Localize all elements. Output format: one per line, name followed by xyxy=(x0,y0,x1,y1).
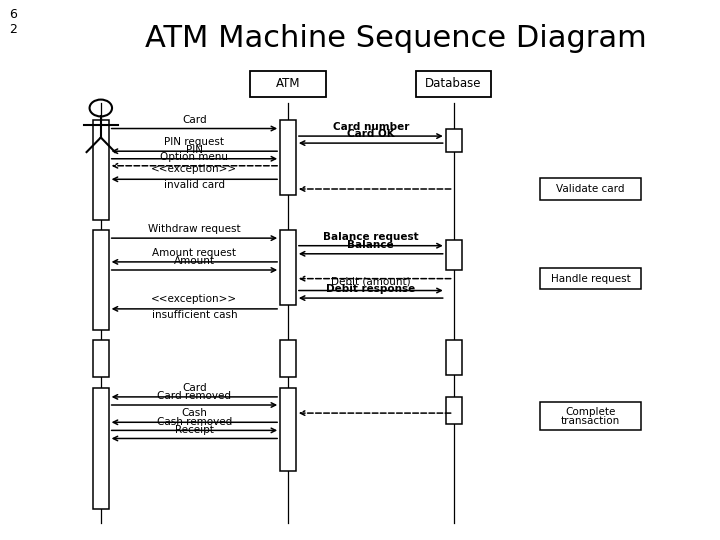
Text: Amount request: Amount request xyxy=(153,248,236,258)
Text: Amount: Amount xyxy=(174,256,215,266)
Text: Complete: Complete xyxy=(565,407,616,417)
Text: Receipt: Receipt xyxy=(175,424,214,435)
Text: Card number: Card number xyxy=(333,122,409,132)
Text: PIN: PIN xyxy=(186,145,203,155)
Bar xyxy=(446,340,462,375)
Text: Card OK: Card OK xyxy=(347,129,395,139)
Bar xyxy=(93,120,109,220)
Bar xyxy=(540,268,641,289)
Bar xyxy=(446,129,462,152)
Bar xyxy=(280,230,296,305)
Text: <<exception>>: <<exception>> xyxy=(151,164,238,174)
Text: Card removed: Card removed xyxy=(158,391,231,401)
Bar xyxy=(280,340,296,377)
Text: insufficient cash: insufficient cash xyxy=(152,310,237,320)
Text: Balance request: Balance request xyxy=(323,232,418,242)
Bar xyxy=(540,402,641,430)
Text: Database: Database xyxy=(426,77,482,90)
Text: transaction: transaction xyxy=(561,416,620,426)
Text: PIN request: PIN request xyxy=(164,137,225,147)
Text: Card: Card xyxy=(182,114,207,125)
Text: Validate card: Validate card xyxy=(556,184,625,194)
Bar xyxy=(416,71,491,97)
Text: Debit (amount): Debit (amount) xyxy=(331,276,410,287)
Bar xyxy=(280,120,296,195)
Bar xyxy=(93,230,109,330)
Text: Cash removed: Cash removed xyxy=(157,416,232,427)
Bar xyxy=(446,397,462,424)
Bar xyxy=(251,71,325,97)
Bar xyxy=(93,388,109,509)
Text: Debit response: Debit response xyxy=(326,284,415,294)
Text: <<exception>>: <<exception>> xyxy=(151,294,238,304)
Bar xyxy=(93,340,109,377)
Text: Balance: Balance xyxy=(348,240,394,250)
Text: ATM Machine Sequence Diagram: ATM Machine Sequence Diagram xyxy=(145,24,647,53)
Text: 6
2: 6 2 xyxy=(9,8,17,36)
Text: Card: Card xyxy=(182,383,207,393)
Text: Handle request: Handle request xyxy=(551,274,630,284)
Bar xyxy=(540,178,641,200)
Bar xyxy=(446,240,462,270)
Text: Cash: Cash xyxy=(181,408,207,418)
Bar xyxy=(280,388,296,471)
Text: invalid card: invalid card xyxy=(164,180,225,191)
Text: ATM: ATM xyxy=(276,77,300,90)
Text: Withdraw request: Withdraw request xyxy=(148,224,240,234)
Text: Option menu: Option menu xyxy=(161,152,228,162)
